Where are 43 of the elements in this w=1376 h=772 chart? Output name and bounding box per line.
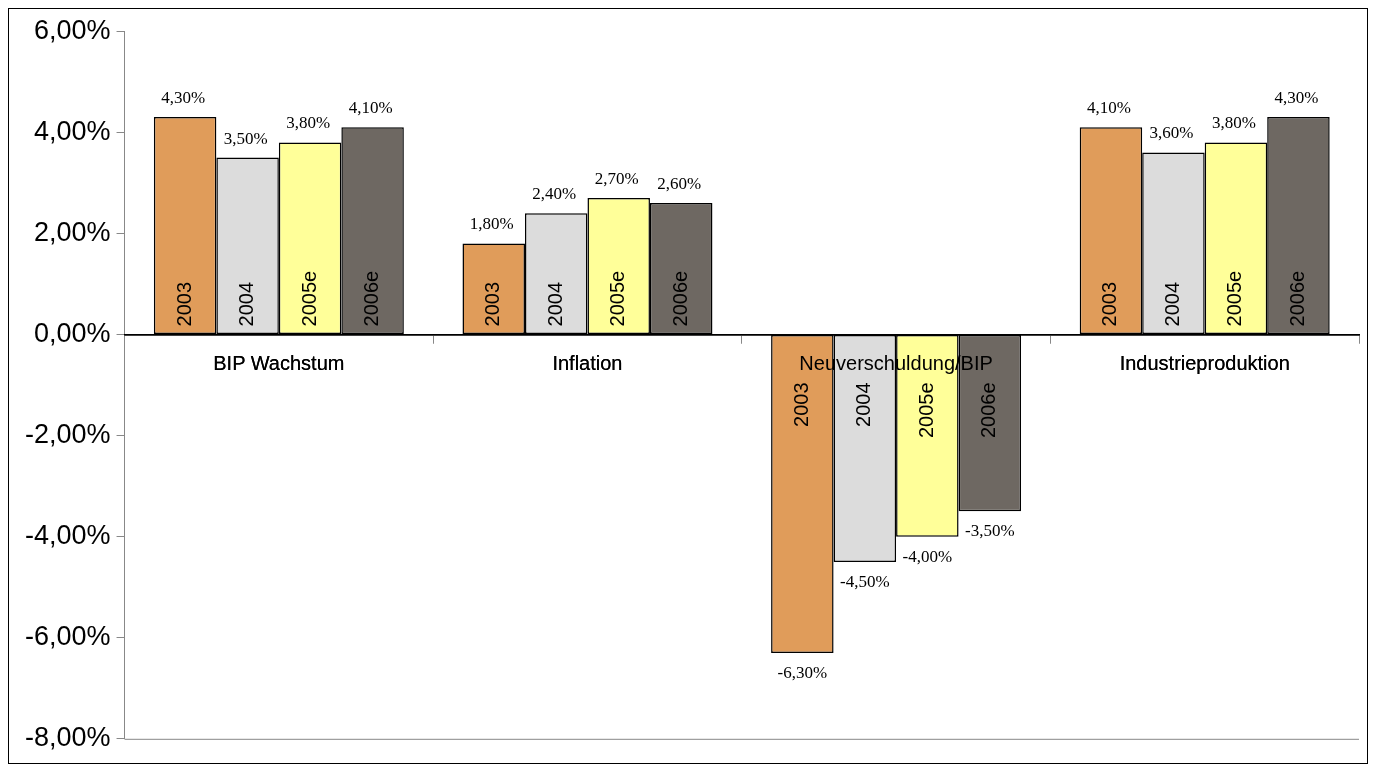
y-tick-label: 6,00% — [33, 14, 111, 45]
data-label: -4,50% — [840, 571, 890, 591]
series-label: 2006e — [360, 270, 383, 327]
data-label: 3,60% — [1149, 123, 1194, 143]
data-label: 3,80% — [286, 113, 331, 133]
data-label: 3,80% — [1211, 113, 1256, 133]
text: 2005e — [606, 270, 629, 327]
data-label: 4,10% — [348, 98, 393, 118]
text: 2005e — [914, 382, 937, 439]
series-label: 2003 — [172, 281, 195, 327]
data-label: 2,40% — [532, 184, 577, 204]
text: 2006e — [668, 270, 691, 327]
y-tick-label: 2,00% — [33, 216, 111, 247]
y-tick-label: -6,00% — [24, 621, 111, 652]
y-tick-label: 4,00% — [33, 115, 111, 146]
data-label: -3,50% — [965, 521, 1015, 541]
data-label: 4,30% — [1274, 88, 1319, 108]
data-label: 2,60% — [657, 174, 702, 194]
text: 2003 — [789, 382, 812, 427]
data-label: -6,30% — [777, 662, 828, 682]
text: 2005e — [1223, 270, 1246, 327]
y-tick-label: -8,00% — [24, 722, 111, 753]
y-tick-label: 0,00% — [33, 317, 111, 348]
series-label: 2005e — [297, 270, 320, 327]
data-label: 4,30% — [161, 88, 206, 108]
text: 2004 — [543, 281, 566, 327]
x-tick-label: BIP Wachstum — [213, 351, 345, 374]
data-label: 3,50% — [223, 128, 268, 148]
x-tick-label: Inflation — [552, 351, 623, 374]
series-label: 2004 — [235, 281, 258, 327]
x-tick-label: Industrieproduktion — [1119, 351, 1290, 374]
text: 2006e — [1285, 270, 1308, 327]
data-label: 2,70% — [594, 168, 639, 188]
data-label: 4,10% — [1086, 98, 1131, 118]
text: 2006e — [977, 382, 1000, 439]
data-label: -4,00% — [902, 546, 953, 566]
data-label: 1,80% — [469, 214, 514, 234]
text: 2003 — [481, 281, 504, 327]
text: 2003 — [1098, 281, 1121, 327]
text: 2004 — [1160, 281, 1183, 327]
text: 2004 — [852, 382, 875, 427]
y-tick-label: -4,00% — [24, 520, 111, 551]
y-tick-label: -2,00% — [24, 419, 111, 449]
